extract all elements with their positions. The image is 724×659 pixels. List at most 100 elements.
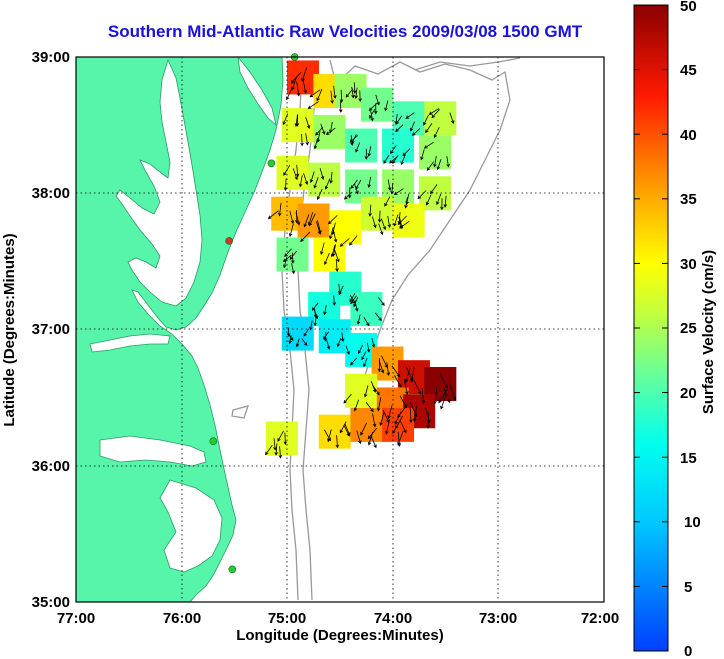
velocity-vector	[316, 88, 323, 102]
chesapeake-bay	[115, 58, 203, 307]
radar-stations	[209, 53, 299, 574]
velocity-vector	[449, 112, 455, 125]
velocity-vector	[409, 121, 415, 132]
velocity-vector	[323, 331, 330, 340]
x-tick-label: 73:00	[479, 610, 517, 627]
velocity-vector	[390, 182, 394, 195]
delaware-bay	[237, 57, 277, 127]
velocity-vector	[365, 402, 374, 413]
velocity-vector	[386, 362, 391, 377]
colorbar-label: Surface Velocity (cm/s)	[700, 250, 717, 414]
velocity-vector	[433, 127, 440, 139]
james-river	[89, 333, 171, 353]
velocity-vector	[394, 375, 402, 388]
velocity-vector	[324, 178, 331, 190]
velocity-vector	[364, 148, 369, 160]
velocity-vector	[356, 430, 362, 445]
velocity-vector	[436, 159, 442, 171]
velocity-vectors	[265, 67, 457, 459]
velocity-vector	[345, 345, 350, 355]
velocity-vector	[387, 405, 393, 420]
velocity-vector	[334, 250, 340, 263]
velocity-vector	[289, 250, 297, 260]
velocity-cell	[382, 128, 415, 163]
velocity-vector	[385, 419, 390, 435]
velocity-vector	[287, 333, 294, 341]
velocity-vector	[369, 108, 376, 119]
velocity-vector	[352, 82, 357, 94]
velocity-cell	[313, 237, 346, 272]
velocity-vector	[353, 399, 360, 412]
velocity-vector	[329, 171, 333, 184]
velocity-vector	[328, 215, 338, 225]
velocity-vector	[290, 71, 302, 84]
velocity-cell	[345, 373, 378, 408]
velocity-vector	[344, 423, 351, 436]
velocity-vector	[370, 435, 377, 449]
velocity-vector	[366, 342, 371, 353]
velocity-vector	[411, 128, 421, 136]
velocity-vector	[395, 115, 403, 125]
velocity-vector	[313, 316, 318, 327]
velocity-vector	[376, 397, 382, 412]
velocity-vector	[320, 242, 325, 255]
velocity-vector	[302, 78, 308, 94]
velocity-vector	[301, 338, 308, 346]
velocity-vector	[326, 340, 331, 350]
velocity-vector	[349, 235, 358, 246]
velocity-vector	[380, 355, 388, 369]
velocity-vector	[301, 67, 308, 82]
velocity-vector	[338, 101, 343, 113]
x-tick-label: 72:00	[581, 610, 619, 627]
velocity-vector	[274, 443, 278, 456]
radar-station-marker	[267, 159, 276, 168]
velocity-vector	[309, 171, 315, 184]
velocity-vector	[319, 168, 325, 180]
velocity-vector	[379, 411, 385, 426]
velocity-vector	[283, 432, 288, 446]
velocity-vector	[405, 112, 415, 119]
velocity-vector	[377, 358, 382, 373]
velocity-vector	[425, 407, 431, 424]
velocity-vector	[370, 380, 377, 393]
velocity-vector	[375, 94, 380, 106]
velocity-vector	[354, 301, 359, 312]
velocity-vector	[335, 259, 339, 272]
velocity-vector	[347, 187, 352, 199]
x-tick-label: 74:00	[374, 610, 412, 627]
velocity-vector	[423, 141, 434, 149]
velocity-vector	[374, 312, 382, 322]
velocity-vector	[384, 100, 389, 112]
velocity-vector	[371, 337, 376, 348]
velocity-vector	[372, 216, 377, 229]
velocity-vector	[421, 388, 426, 405]
velocity-vector	[397, 404, 408, 418]
velocity-vector	[309, 89, 321, 98]
albemarle-sound	[99, 435, 207, 467]
velocity-vector	[303, 173, 309, 185]
velocity-vector	[288, 223, 294, 238]
velocity-cell	[345, 128, 378, 163]
grid-lines	[76, 57, 604, 602]
velocity-vector	[402, 148, 411, 157]
velocity-vector	[292, 168, 298, 181]
velocity-vector	[278, 202, 282, 217]
velocity-vector	[324, 253, 330, 266]
velocity-vector	[351, 134, 357, 144]
velocity-vector	[317, 220, 322, 234]
velocity-vector	[355, 142, 361, 153]
radar-station-marker	[225, 237, 233, 245]
velocity-vector	[395, 415, 404, 430]
land-mass	[76, 57, 284, 602]
colorbar-tick-label: 5	[684, 579, 692, 596]
pamlico-sound	[159, 479, 223, 573]
velocity-vector	[294, 209, 299, 224]
velocity-vector	[309, 320, 313, 331]
velocity-vector	[313, 177, 319, 189]
velocity-vector	[390, 145, 397, 155]
colorbar-tick-label: 45	[680, 62, 697, 79]
y-tick-label: 35:00	[32, 594, 70, 611]
velocity-vector	[325, 127, 336, 135]
colorbar-tick-label: 40	[680, 127, 697, 144]
velocity-vector	[404, 367, 411, 384]
